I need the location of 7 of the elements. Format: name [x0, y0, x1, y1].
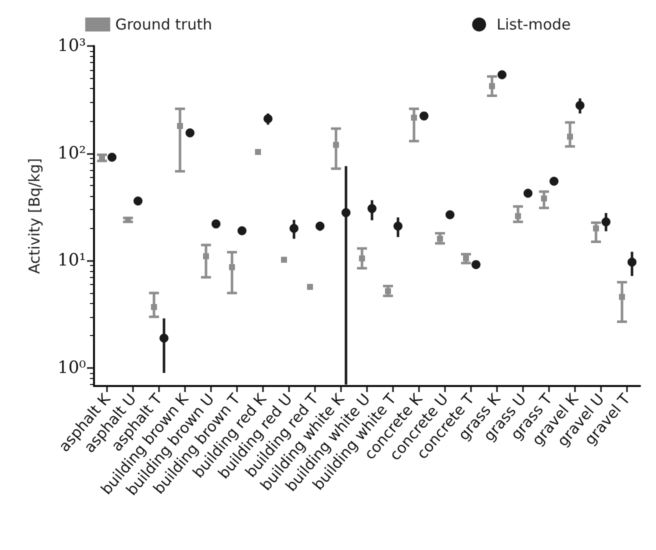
- legend-label: List-mode: [496, 16, 571, 34]
- y-tick-label: 10¹: [58, 250, 86, 271]
- y-axis-title: Activity [Bq/kg]: [26, 158, 44, 274]
- y-tick-label: 10²: [58, 143, 86, 164]
- y-tick-label: 10³: [58, 36, 86, 56]
- y-tick-label: 10⁰: [58, 358, 86, 378]
- legend-label: Ground truth: [115, 16, 212, 34]
